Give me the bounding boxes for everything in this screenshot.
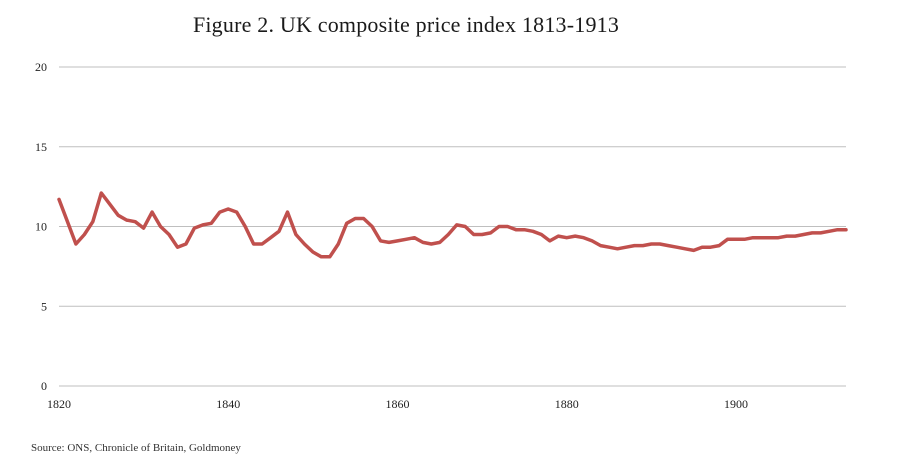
y-tick-label: 20 (35, 60, 47, 74)
y-tick-label: 15 (35, 140, 47, 154)
y-tick-label: 0 (41, 379, 47, 393)
x-tick-label: 1860 (385, 397, 409, 411)
x-tick-label: 1840 (216, 397, 240, 411)
source-note: Source: ONS, Chronicle of Britain, Goldm… (31, 442, 241, 454)
chart-title: Figure 2. UK composite price index 1813-… (192, 12, 620, 37)
x-tick-label: 1820 (47, 397, 71, 411)
x-tick-label: 1880 (555, 397, 579, 411)
y-tick-label: 10 (35, 220, 47, 234)
series-line-price-index (57, 191, 848, 259)
x-axis-ticks: 1820 1840 1860 1880 1900 (47, 397, 748, 411)
y-tick-label: 5 (41, 299, 47, 313)
x-tick-label: 1900 (724, 397, 748, 411)
gridlines (59, 66, 846, 387)
y-axis-ticks: 0 5 10 15 20 (35, 60, 47, 393)
